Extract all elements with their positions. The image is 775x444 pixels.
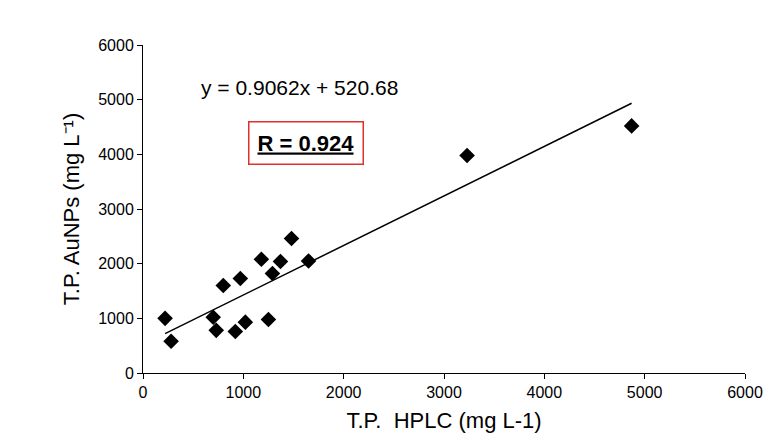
svg-text:T.P. AuNPs (mg L⁻¹): T.P. AuNPs (mg L⁻¹) [59, 113, 84, 305]
svg-text:2000: 2000 [98, 255, 134, 272]
svg-text:4000: 4000 [527, 384, 563, 401]
svg-text:3000: 3000 [98, 201, 134, 218]
svg-text:y = 0.9062x + 520.68: y = 0.9062x + 520.68 [201, 76, 398, 99]
svg-text:5000: 5000 [98, 91, 134, 108]
svg-text:0: 0 [125, 365, 134, 382]
svg-text:R = 0.924: R = 0.924 [258, 131, 355, 156]
svg-text:4000: 4000 [98, 146, 134, 163]
svg-text:T.P. HPLC (mg L-1): T.P. HPLC (mg L-1) [346, 408, 541, 433]
svg-text:1000: 1000 [98, 310, 134, 327]
svg-text:5000: 5000 [627, 384, 663, 401]
svg-text:0: 0 [139, 384, 148, 401]
svg-text:1000: 1000 [226, 384, 262, 401]
svg-text:3000: 3000 [426, 384, 462, 401]
svg-text:6000: 6000 [98, 37, 134, 54]
svg-text:2000: 2000 [326, 384, 362, 401]
svg-text:6000: 6000 [727, 384, 763, 401]
